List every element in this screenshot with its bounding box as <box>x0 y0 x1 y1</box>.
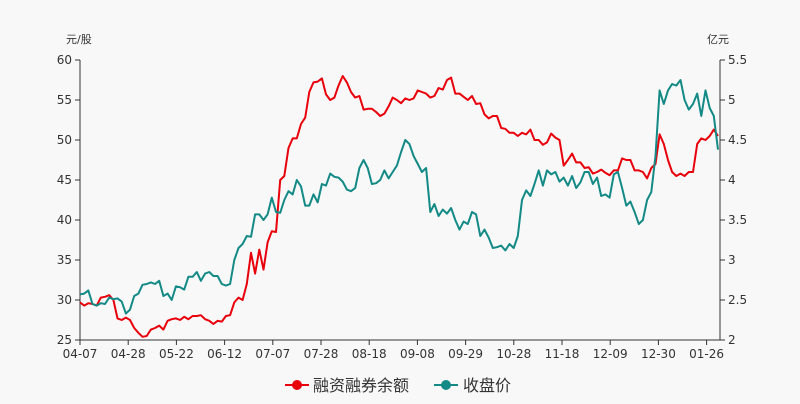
left-axis-tick-label: 45 <box>57 173 72 187</box>
x-axis-tick-label: 04-07 <box>63 347 98 361</box>
left-axis-tick-label: 35 <box>57 253 72 267</box>
x-axis-tick-label: 12-09 <box>593 347 628 361</box>
right-axis-tick-label: 2.5 <box>728 293 747 307</box>
right-axis-tick-label: 4.5 <box>728 133 747 147</box>
legend-label-margin-balance: 融资融券余额 <box>313 376 409 395</box>
legend: 融资融券余额 收盘价 <box>285 376 511 395</box>
left-axis-tick-label: 55 <box>57 93 72 107</box>
right-axis-tick-label: 3 <box>728 253 736 267</box>
legend-item-close-price[interactable]: 收盘价 <box>434 376 511 395</box>
series-line-margin-balance <box>79 75 719 338</box>
left-axis-tick-label: 30 <box>57 293 72 307</box>
left-axis-tick-label: 60 <box>57 53 72 67</box>
series-line-close-price <box>79 79 719 315</box>
left-axis-tick-label: 25 <box>57 333 72 347</box>
legend-item-margin-balance[interactable]: 融资融券余额 <box>285 376 409 395</box>
x-axis-tick-label: 10-28 <box>496 347 531 361</box>
right-axis-tick-label: 4 <box>728 173 736 187</box>
legend-marker-red <box>292 380 302 390</box>
x-axis-tick-label: 09-08 <box>400 347 435 361</box>
x-axis-tick-label: 08-18 <box>352 347 387 361</box>
x-axis-tick-label: 07-07 <box>255 347 290 361</box>
legend-marker-teal <box>441 380 451 390</box>
left-axis-tick-label: 50 <box>57 133 72 147</box>
left-axis-unit: 元/股 <box>66 33 92 46</box>
x-axis-tick-label: 04-28 <box>111 347 146 361</box>
x-axis-tick-label: 07-28 <box>304 347 339 361</box>
left-axis-tick-label: 40 <box>57 213 72 227</box>
x-axis-tick-label: 05-22 <box>159 347 194 361</box>
x-axis-tick-label: 11-18 <box>545 347 580 361</box>
right-axis-tick-label: 3.5 <box>728 213 747 227</box>
right-axis-unit: 亿元 <box>707 33 729 46</box>
right-axis-tick-label: 5 <box>728 93 736 107</box>
right-axis-tick-label: 5.5 <box>728 53 747 67</box>
x-axis-tick-label: 01-26 <box>689 347 724 361</box>
legend-label-close-price: 收盘价 <box>463 376 511 395</box>
right-axis-tick-label: 2 <box>728 333 736 347</box>
x-axis-tick-label: 09-29 <box>448 347 483 361</box>
x-axis-tick-label: 12-30 <box>641 347 676 361</box>
x-axis-tick-label: 06-12 <box>207 347 242 361</box>
